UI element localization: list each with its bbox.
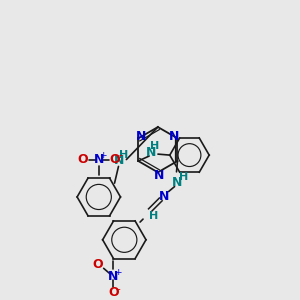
Text: N: N — [108, 270, 119, 283]
Text: O: O — [78, 153, 88, 166]
Text: H: H — [150, 141, 160, 151]
Text: H: H — [119, 150, 128, 160]
Text: O: O — [92, 258, 103, 271]
Text: -: - — [118, 151, 122, 160]
Text: -: - — [116, 284, 120, 294]
Text: H: H — [179, 172, 188, 182]
Text: +: + — [114, 268, 121, 277]
Text: H: H — [149, 211, 158, 221]
Text: N: N — [169, 130, 180, 143]
Text: N: N — [154, 169, 164, 182]
Text: O: O — [109, 153, 120, 166]
Text: N: N — [172, 176, 183, 189]
Text: N: N — [146, 146, 156, 159]
Text: N: N — [114, 154, 125, 167]
Text: O: O — [108, 286, 119, 299]
Text: N: N — [136, 130, 146, 143]
Text: N: N — [94, 153, 104, 166]
Text: N: N — [158, 190, 169, 203]
Text: +: + — [99, 151, 106, 160]
